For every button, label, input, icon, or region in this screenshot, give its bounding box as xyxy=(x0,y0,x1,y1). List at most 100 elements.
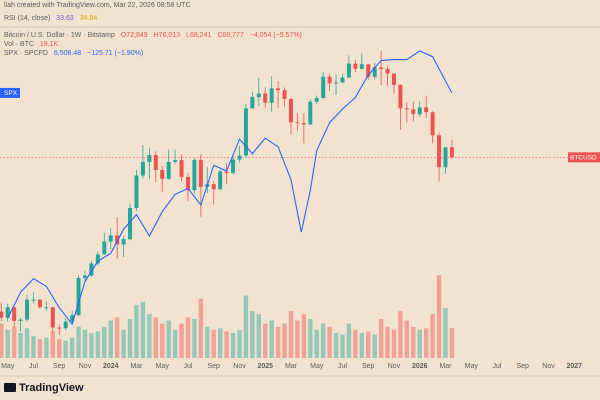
volume-bar xyxy=(63,340,68,358)
attribution-text: llah created with TradingView.com, Mar 2… xyxy=(4,2,191,9)
candle-body xyxy=(301,122,306,125)
candle-body xyxy=(231,159,236,173)
candle-body xyxy=(366,64,371,77)
volume-bar xyxy=(269,320,274,358)
series-name: SPX · SPCFD xyxy=(4,50,48,57)
x-tick-label: 2027 xyxy=(566,363,582,370)
volume-bar xyxy=(121,329,126,358)
candle-body xyxy=(379,67,384,69)
candle-body xyxy=(185,176,190,191)
x-tick-label: Nov xyxy=(388,363,401,370)
candle-body xyxy=(5,307,10,318)
volume-bar xyxy=(282,323,287,358)
volume-bar xyxy=(404,320,410,358)
price-tag xyxy=(568,152,600,163)
volume-bar xyxy=(314,329,319,358)
candle-body xyxy=(179,160,184,177)
rsi-value: 34.84 xyxy=(79,15,98,22)
volume-bar xyxy=(95,331,101,358)
volume-bar xyxy=(140,301,146,358)
candle-body xyxy=(192,159,197,191)
candle-body xyxy=(359,64,364,69)
volume-bar xyxy=(391,329,397,358)
volume-bar xyxy=(147,314,152,358)
volume-bar xyxy=(179,323,184,358)
logo: TradingView xyxy=(4,382,84,394)
x-tick-label: Mar xyxy=(285,363,298,370)
candle-body xyxy=(37,299,42,308)
ohlc-label: C68,777 xyxy=(217,32,244,39)
volume-bar xyxy=(172,329,178,358)
volume-bar xyxy=(243,295,249,358)
volume-bar xyxy=(423,328,429,358)
candle-body xyxy=(102,241,107,255)
candle-body xyxy=(295,122,300,124)
candle-body xyxy=(63,321,68,329)
volume-bar xyxy=(301,314,307,358)
candle-body xyxy=(269,88,274,103)
x-tick-label: Jul xyxy=(184,363,193,370)
candle-body xyxy=(250,97,255,109)
volume-bar xyxy=(411,326,416,358)
btc-legend: Bitcoin / U.S. Dollar · 1W · Bitstamp O7… xyxy=(4,32,306,39)
ohlc-label: H76,013 xyxy=(153,32,181,39)
volume-bar xyxy=(308,318,313,358)
series-name: Bitcoin / U.S. Dollar · 1W · Bitstamp xyxy=(4,32,115,39)
candle-body xyxy=(108,235,113,242)
volume-bar xyxy=(134,304,139,358)
volume-bar xyxy=(160,323,165,358)
volume-bar xyxy=(24,328,30,358)
volume-bar xyxy=(108,320,113,358)
candle-body xyxy=(12,307,17,321)
volume-bar xyxy=(256,314,261,358)
x-tick-label: Sep xyxy=(517,363,530,370)
candle-body xyxy=(153,154,158,170)
candle-body xyxy=(256,93,261,98)
volume-bar xyxy=(443,308,448,358)
volume-bar xyxy=(295,320,300,358)
candle-body xyxy=(404,108,409,110)
volume-bar xyxy=(50,331,55,358)
volume-bar xyxy=(192,318,197,358)
candle-body xyxy=(95,254,100,264)
candle-body xyxy=(160,169,165,179)
spx-legend: SPX · SPCFD 6,506.48 −125.71 (−1.90%) xyxy=(4,50,147,57)
candle-body xyxy=(276,88,281,91)
candle-body xyxy=(166,161,171,179)
candle-body xyxy=(147,154,152,162)
spx-line xyxy=(7,50,453,326)
volume-bar xyxy=(333,333,339,358)
x-tick-label: Mar xyxy=(130,363,143,370)
candle-body xyxy=(346,63,351,78)
candle-body xyxy=(115,235,120,245)
volume-bar xyxy=(211,329,216,358)
candle-body xyxy=(334,82,339,84)
candle-body xyxy=(424,107,429,113)
price-tag-label: BTCUSD xyxy=(570,155,597,162)
x-tick-label: Sep xyxy=(207,363,220,370)
x-tick-label: Nov xyxy=(233,363,246,370)
x-tick-label: Sep xyxy=(53,363,66,370)
candle-body xyxy=(282,90,287,99)
vol-legend: Vol · BTC 19.1K xyxy=(4,41,62,48)
candle-body xyxy=(18,319,23,321)
candle-body xyxy=(449,147,454,158)
volume-bar xyxy=(76,326,81,358)
volume-bar xyxy=(366,331,371,358)
volume-bar xyxy=(417,329,422,358)
x-tick-label: May xyxy=(1,363,15,370)
candle-body xyxy=(140,161,145,176)
candle-body xyxy=(243,108,248,156)
ohlc-label: O72,849 xyxy=(120,32,148,39)
candle-body xyxy=(437,135,442,168)
volume-bar xyxy=(327,326,332,358)
volume-bar xyxy=(127,318,133,358)
candle-body xyxy=(173,160,178,162)
candle-body xyxy=(57,327,62,329)
candle-body xyxy=(321,76,326,99)
x-tick-label: Jul xyxy=(29,363,38,370)
candle-body xyxy=(31,299,36,301)
candle-body xyxy=(263,93,268,103)
candle-body xyxy=(314,98,319,102)
